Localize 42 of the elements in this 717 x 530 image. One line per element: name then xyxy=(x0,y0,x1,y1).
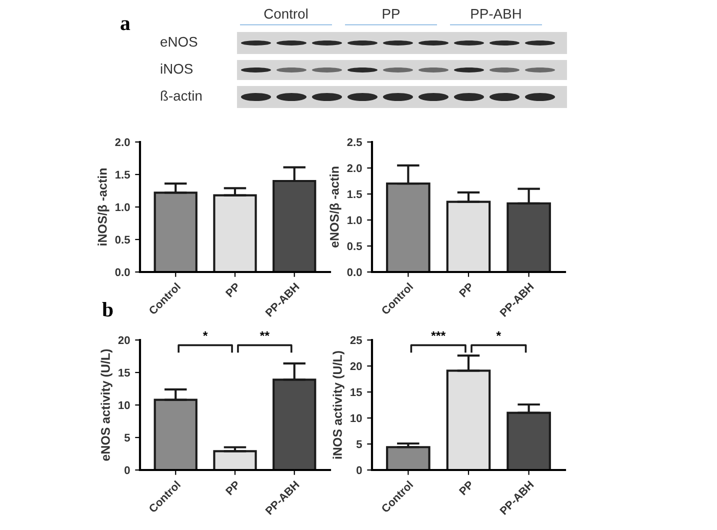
y-tick-label: 10 xyxy=(350,414,362,422)
y-tick-label: 2.0 xyxy=(347,164,362,172)
y-tick-label: 0 xyxy=(124,466,130,474)
y-tick-label: 10 xyxy=(118,401,130,410)
text: PP-ABH xyxy=(471,9,521,19)
text: Control xyxy=(264,8,308,19)
y-tick-label: 20 xyxy=(350,362,362,370)
y-tick-label: 2.5 xyxy=(347,138,362,146)
x-tick-label: PP xyxy=(225,282,240,298)
text: ** xyxy=(260,331,270,336)
y-tick-label: 25 xyxy=(350,336,362,344)
y-tick-label: 1.0 xyxy=(348,216,362,224)
x-tick-label: PP xyxy=(458,282,474,298)
text: * xyxy=(202,331,208,336)
text: a xyxy=(120,20,130,30)
text: eNOS xyxy=(160,36,198,47)
y-tick-label: 0 xyxy=(356,466,362,474)
x-tick-label: PP xyxy=(225,480,240,496)
y-tick-label: 5 xyxy=(124,434,130,442)
y-tick-label: 15 xyxy=(118,368,130,377)
y-tick-label: 0.0 xyxy=(115,268,130,276)
text: *** xyxy=(431,331,446,336)
text: ß-actin xyxy=(160,90,202,101)
y-tick-label: 1.0 xyxy=(116,203,130,212)
y-tick-label: 15 xyxy=(350,388,362,396)
y-axis-title: eNOS activity (U/L) xyxy=(100,349,112,461)
y-tick-label: 0.5 xyxy=(347,242,362,250)
chart-title: b xyxy=(102,302,113,317)
text: * xyxy=(496,331,502,336)
x-tick-label: PP xyxy=(458,480,474,496)
y-tick-label: 2.0 xyxy=(115,138,130,146)
y-tick-label: 1.5 xyxy=(116,170,130,179)
y-tick-label: 1.5 xyxy=(348,190,362,198)
y-tick-label: 5 xyxy=(356,440,362,448)
y-axis-title: iNOS activity (U/L) xyxy=(332,351,344,459)
y-axis-title: iNOS/β -actin xyxy=(98,168,110,246)
text: iNOS xyxy=(160,64,193,74)
y-tick-label: 0.5 xyxy=(115,236,130,244)
y-axis-title: eNOS/β -actin xyxy=(330,166,342,248)
y-tick-label: 0.0 xyxy=(347,268,362,276)
text: PP xyxy=(382,9,400,19)
y-tick-label: 20 xyxy=(118,336,130,344)
